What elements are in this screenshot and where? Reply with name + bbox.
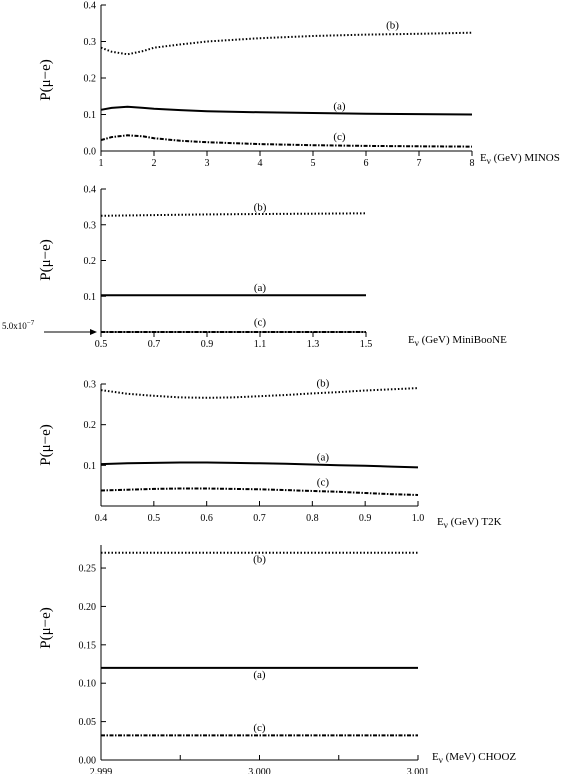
x-axis-label: Eν (GeV) MINOS [480,152,560,166]
x-tick-label: 1.1 [254,339,267,350]
series-line-a [100,105,473,116]
x-tick-label: 6 [364,158,369,169]
y-tick-label: 0.2 [84,74,97,85]
y-tick-label: 0.20 [79,602,97,613]
y-tick-label: 0.1 [84,110,97,121]
chart-panel-3: 0.1 0.2 0.3 0.4 0.5 0.6 0.7 0.8 0.9 1.0 P(μ−e) Eν (… [38,377,502,530]
y-tick-label: 0.4 [84,185,97,196]
y-tick-label: 0.05 [79,717,97,728]
x-tick-label: 1.5 [360,339,373,350]
y-tick-label: 0.2 [84,420,97,431]
x-tick-label: 3.000 [248,767,271,774]
y-axis-label: P(μ−e) [38,59,54,101]
annotation-label: 5.0x10−7 [2,319,35,331]
series-label-a: (a) [254,282,267,294]
x-tick-label: 2 [152,158,157,169]
x-tick-label: 8 [470,158,475,169]
y-axis-label: P(μ−e) [38,424,54,466]
series-label-a: (a) [333,100,346,112]
x-tick-label: 5 [311,158,316,169]
x-tick-label: 7 [417,158,422,169]
series-line-b [100,387,419,399]
chart-panel-2: 0.1 0.2 0.3 0.4 0.5 0.7 0.9 1.1 1.3 1.5 P(μ−e) Eν (… [2,185,507,351]
series-label-a: (a) [253,669,266,681]
y-tick-label: 0.0 [84,147,97,158]
x-tick-label: 0.5 [148,513,161,524]
y-tick-label: 0.1 [84,461,97,472]
y-tick-label: 0.4 [84,1,97,12]
y-axis-label: P(μ−e) [38,239,54,281]
y-tick-label: 0.1 [84,292,97,303]
annotation-arrowhead [90,329,97,335]
x-tick-label: 3.001 [407,767,430,774]
x-tick-label: 0.9 [201,339,214,350]
series-label-c: (c) [333,131,346,143]
y-tick-label: 0.25 [79,564,97,575]
x-tick-label: 1 [99,158,104,169]
y-axis-label: P(μ−e) [38,607,54,649]
series-label-c: (c) [317,477,330,489]
x-tick-label: 0.4 [95,513,108,524]
chart-panel-1: 0.0 0.1 0.2 0.3 0.4 1 2 3 4 5 6 7 8 P(μ−e) Eν (GeV) MI… [38,1,560,170]
series-label-b: (b) [254,201,267,213]
y-tick-label: 0.3 [84,37,97,48]
x-axis-label: Eν (MeV) CHOOZ [432,751,516,765]
x-tick-label: 0.6 [200,513,213,524]
series-label-b: (b) [386,20,399,32]
series-line-b [100,31,473,56]
y-tick-label: 0.10 [79,679,97,690]
y-tick-label: 0.15 [79,640,97,651]
x-tick-label: 0.7 [253,513,266,524]
y-tick-label: 0.2 [84,256,97,267]
chart-panel-4: 0.00 0.05 0.10 0.15 0.20 0.25 2.999 3.000 3.001 P… [38,545,516,774]
x-tick-label: 1.3 [307,339,320,350]
series-label-c: (c) [254,317,267,329]
series-label-b: (b) [253,554,266,566]
x-tick-label: 3 [205,158,210,169]
x-tick-label: 1.0 [412,513,425,524]
series-label-b: (b) [316,377,329,389]
x-tick-label: 4 [258,158,263,169]
x-tick-label: 0.5 [95,339,108,350]
y-tick-label: 0.3 [84,380,97,391]
y-tick-label: 0.00 [79,756,97,767]
x-axis-label: Eν (GeV) MiniBooNE [408,334,507,348]
series-line-b [100,212,367,217]
x-tick-label: 0.9 [359,513,372,524]
x-tick-label: 0.7 [148,339,161,350]
x-axis-label: Eν (GeV) T2K [437,516,502,530]
x-tick-label: 2.999 [90,767,113,774]
y-tick-label: 0.3 [84,220,97,231]
series-line-a [100,461,419,469]
x-tick-label: 0.8 [306,513,319,524]
series-label-c: (c) [253,722,266,734]
series-line-c [100,487,419,496]
series-line-c [100,134,473,148]
series-label-a: (a) [317,451,330,463]
